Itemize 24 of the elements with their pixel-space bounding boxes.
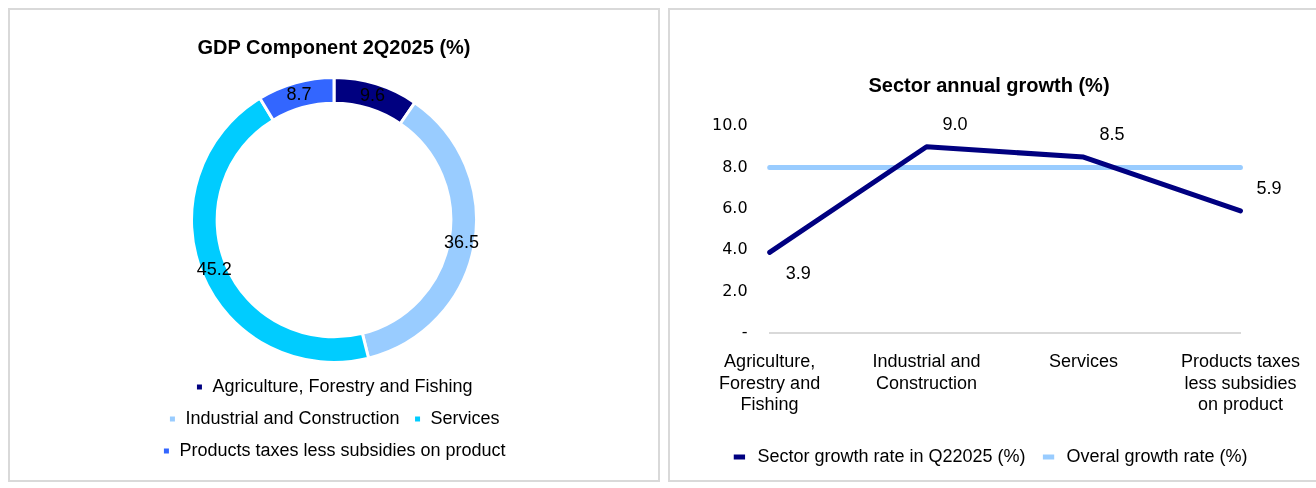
y-tick-label: 4.0 [722,239,748,259]
chart-title: Sector annual growth (%) [868,73,1110,96]
x-tick-label: Industrial and Construction [872,350,981,393]
y-tick-label: 2.0 [722,280,748,300]
x-tick-label: Products taxes less subsidies on product [1180,350,1300,415]
data-label: 36.5 [444,232,480,253]
y-tick-label: 10.0 [712,115,748,135]
data-label: 3.9 [785,263,811,284]
legend-label: Sector growth rate in Q22025 (%) [757,445,1026,466]
chart-title: GDP Component 2Q2025 (%) [197,35,471,58]
y-tick-label: 8.0 [722,156,748,176]
x-tick-label: Services [1049,350,1119,371]
data-label: 9.0 [942,113,968,134]
legend-label: Services [430,407,500,428]
legend-label: Products taxes less subsidies on product [179,439,506,460]
legend-label: Overal growth rate (%) [1066,445,1248,466]
y-tick-label: - [741,322,748,342]
data-label: 8.7 [286,84,312,105]
legend-label: Industrial and Construction [185,407,400,428]
y-tick-label: 6.0 [722,198,748,218]
data-label: 8.5 [1099,124,1125,145]
x-tick-label: Agriculture, Forestry and Fishing [719,350,821,415]
data-label: 9.6 [360,85,386,106]
data-label: 5.9 [1256,177,1282,198]
